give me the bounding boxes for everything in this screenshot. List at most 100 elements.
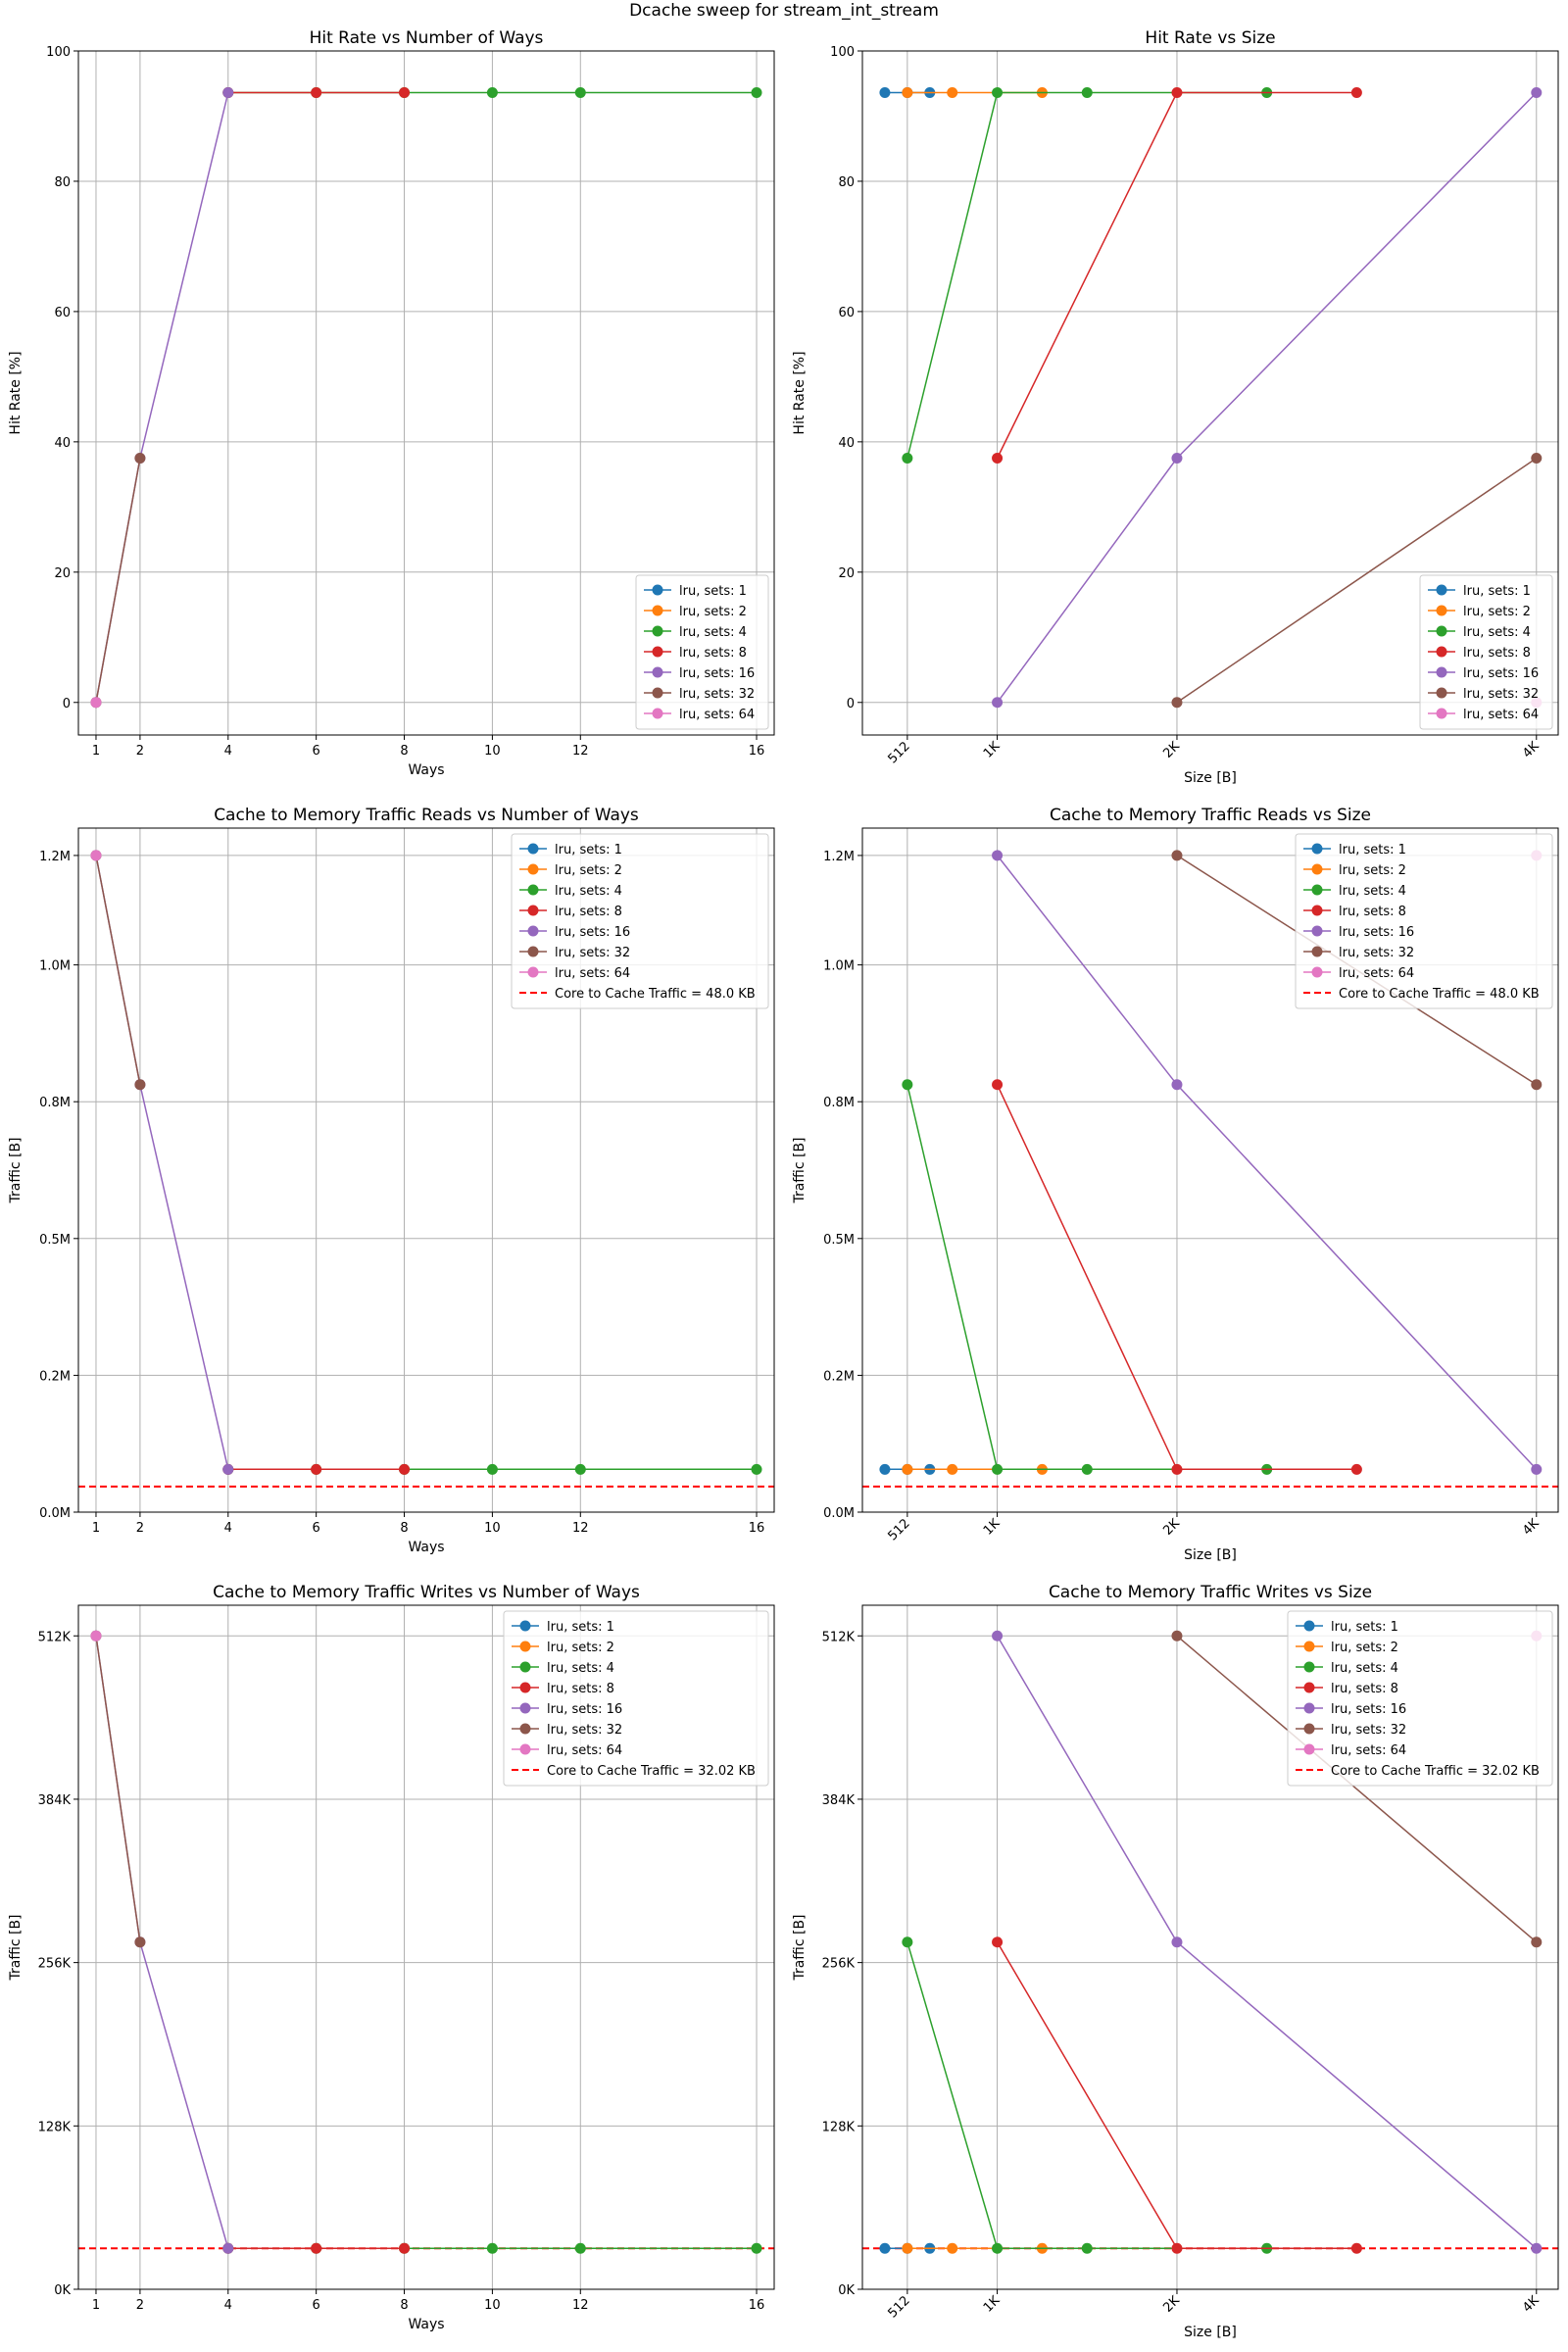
x-tick-label: 16 xyxy=(749,744,765,759)
data-point xyxy=(1081,2242,1093,2254)
axes-frame xyxy=(77,1604,775,2290)
y-tick-label: 256K xyxy=(822,1957,856,1972)
legend-marker xyxy=(1436,584,1447,596)
legend-marker xyxy=(527,863,539,875)
data-point xyxy=(222,87,234,99)
legend-label: lru, sets: 8 xyxy=(555,905,622,919)
y-tick-label: 0K xyxy=(54,2283,71,2298)
y-tick-label: 0.8M xyxy=(39,1096,71,1110)
data-point xyxy=(1531,1463,1543,1475)
legend-marker xyxy=(527,925,539,937)
y-tick-label: 100 xyxy=(46,45,71,60)
y-tick-label: 80 xyxy=(54,175,71,190)
data-point xyxy=(902,1936,913,1948)
legend-marker xyxy=(1436,646,1447,658)
data-point xyxy=(1531,452,1543,464)
x-tick-label: 1 xyxy=(92,1521,100,1536)
data-point xyxy=(1350,1463,1362,1475)
y-tick-label: 1.2M xyxy=(823,850,855,864)
legend-box xyxy=(503,1610,769,1787)
legend-label: lru, sets: 4 xyxy=(679,625,747,640)
data-point xyxy=(399,87,411,99)
x-tick-label: 2 xyxy=(136,2298,144,2313)
x-tick-label: 12 xyxy=(572,2298,589,2313)
y-tick-label: 1.0M xyxy=(39,959,71,974)
y-tick-label: 1.0M xyxy=(823,959,855,974)
y-tick-label: 0 xyxy=(63,697,71,711)
data-point xyxy=(1171,2242,1183,2254)
y-tick-label: 384K xyxy=(822,1793,856,1808)
legend: lru, sets: 1 lru, sets: 2 lru, sets: 4 lru,… xyxy=(1295,833,1553,1009)
legend: lru, sets: 1 lru, sets: 2 lru, sets: 4 lru,… xyxy=(635,574,769,730)
data-point xyxy=(399,1463,411,1475)
y-tick-label: 60 xyxy=(54,306,71,320)
data-point xyxy=(992,1936,1004,1948)
data-point xyxy=(947,2242,958,2254)
x-tick-label: 16 xyxy=(749,2298,765,2313)
legend-label: lru, sets: 64 xyxy=(547,1743,622,1758)
y-tick-label: 80 xyxy=(838,175,855,190)
data-point xyxy=(134,1936,146,1948)
legend-label: lru, sets: 16 xyxy=(1463,666,1539,681)
legend-label: lru, sets: 16 xyxy=(555,925,630,940)
data-point xyxy=(1531,1936,1543,1948)
data-point xyxy=(134,1079,146,1091)
data-point xyxy=(992,87,1004,99)
y-axis-label: Traffic [B] xyxy=(8,1914,24,1981)
legend: lru, sets: 1 lru, sets: 2 lru, sets: 4 lru,… xyxy=(511,833,769,1009)
data-point xyxy=(1531,2242,1543,2254)
data-point xyxy=(90,850,102,861)
legend-label: lru, sets: 32 xyxy=(1331,1723,1406,1738)
legend-label: lru, sets: 4 xyxy=(1331,1661,1398,1676)
y-tick-label: 128K xyxy=(822,2120,856,2134)
y-axis-label: Traffic [B] xyxy=(8,1137,24,1203)
data-point xyxy=(992,452,1004,464)
y-tick-label: 40 xyxy=(838,436,855,451)
legend-marker xyxy=(1303,1743,1315,1755)
figure-suptitle: Dcache sweep for stream_int_stream xyxy=(629,1,939,21)
y-axis-label: Traffic [B] xyxy=(792,1914,808,1981)
data-point xyxy=(574,87,586,99)
legend-marker xyxy=(519,1620,531,1632)
x-tick-label: 1 xyxy=(92,744,100,759)
legend-label: lru, sets: 64 xyxy=(1463,708,1539,722)
legend-marker xyxy=(1311,905,1323,916)
y-tick-label: 512K xyxy=(822,1630,856,1644)
data-point xyxy=(311,2242,322,2254)
legend-marker xyxy=(1303,1723,1315,1735)
legend-marker xyxy=(1303,1661,1315,1673)
x-axis-label: Size [B] xyxy=(1184,2325,1237,2340)
legend-label: lru, sets: 32 xyxy=(679,687,755,702)
legend-label: lru, sets: 1 xyxy=(1463,584,1531,599)
legend-label: lru, sets: 2 xyxy=(1339,863,1406,878)
chart-title: Cache to Memory Traffic Writes vs Size xyxy=(1049,1583,1372,1602)
y-tick-label: 60 xyxy=(838,306,855,320)
legend-marker xyxy=(652,666,663,678)
legend-label: lru, sets: 8 xyxy=(1463,646,1531,661)
data-point xyxy=(902,1079,913,1091)
legend-marker xyxy=(1311,884,1323,896)
legend-label: lru, sets: 64 xyxy=(555,966,630,981)
legend-label: lru, sets: 32 xyxy=(555,946,630,960)
legend-label: lru, sets: 1 xyxy=(1339,843,1406,858)
x-tick-label: 10 xyxy=(484,1521,501,1536)
x-tick-label: 12 xyxy=(572,1521,589,1536)
axes-frame xyxy=(861,1604,1559,2290)
legend-box xyxy=(1419,574,1553,730)
data-point xyxy=(574,2242,586,2254)
legend-marker xyxy=(519,1723,531,1735)
legend-marker xyxy=(519,1661,531,1673)
y-tick-label: 0.8M xyxy=(823,1096,855,1110)
legend-label: lru, sets: 2 xyxy=(555,863,622,878)
legend-label: lru, sets: 4 xyxy=(1463,625,1531,640)
legend-marker xyxy=(527,966,539,978)
data-point xyxy=(1171,1630,1183,1642)
legend-label: lru, sets: 8 xyxy=(1339,905,1406,919)
legend-box xyxy=(511,833,769,1009)
data-point xyxy=(486,87,498,99)
legend-label: lru, sets: 32 xyxy=(1339,946,1414,960)
axes-frame xyxy=(861,827,1559,1513)
chart-title: Cache to Memory Traffic Reads vs Size xyxy=(1050,806,1371,825)
